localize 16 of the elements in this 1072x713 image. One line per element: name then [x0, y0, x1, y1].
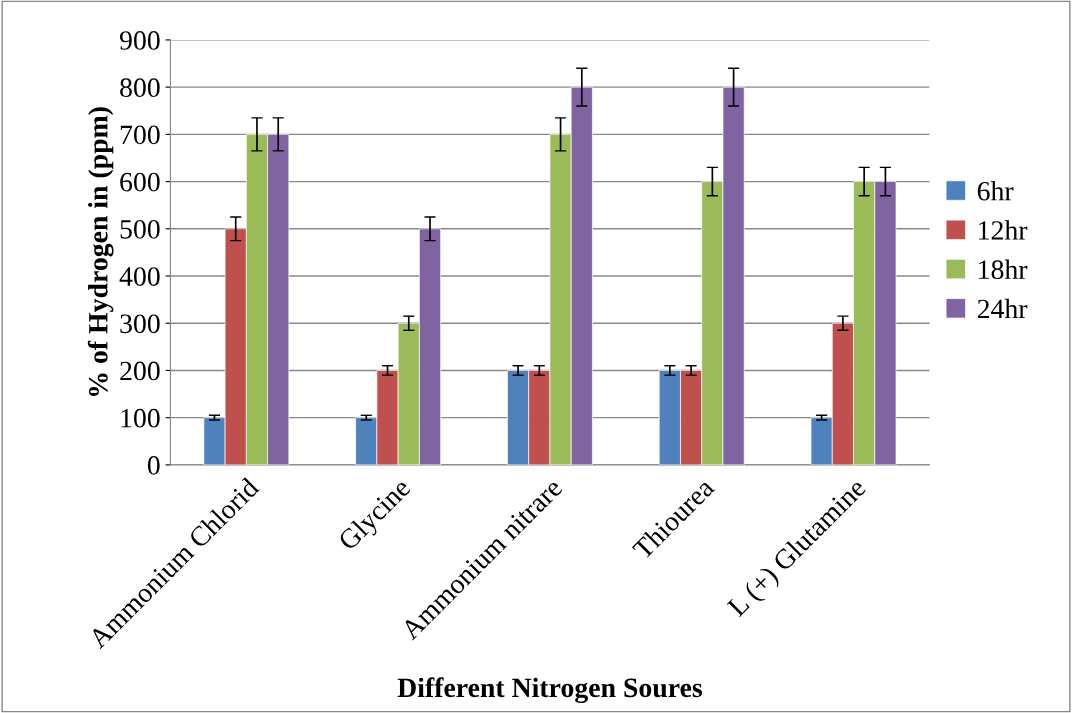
- y-tick-label: 300: [120, 314, 160, 334]
- y-tick-label: 0: [147, 456, 160, 475]
- legend-label: 12hr: [979, 220, 1028, 240]
- y-axis-title: % of Hydrogen in (ppm): [87, 107, 114, 396]
- y-tick-label: 200: [120, 361, 160, 381]
- y-tick-label: 800: [120, 78, 160, 98]
- y-tick-label: 100: [121, 408, 160, 428]
- x-axis-title: Different Nitrogen Soures: [397, 677, 703, 704]
- y-tick-label: 600: [120, 172, 160, 192]
- y-tick-label: 400: [119, 267, 160, 286]
- legend-label: 6hr: [977, 181, 1014, 201]
- legend-label: 24hr: [977, 298, 1028, 319]
- legend-label: 18hr: [979, 259, 1028, 280]
- y-tick-label: 900: [119, 31, 160, 50]
- y-tick-label: 700: [120, 125, 160, 145]
- y-tick-label: 500: [120, 219, 160, 239]
